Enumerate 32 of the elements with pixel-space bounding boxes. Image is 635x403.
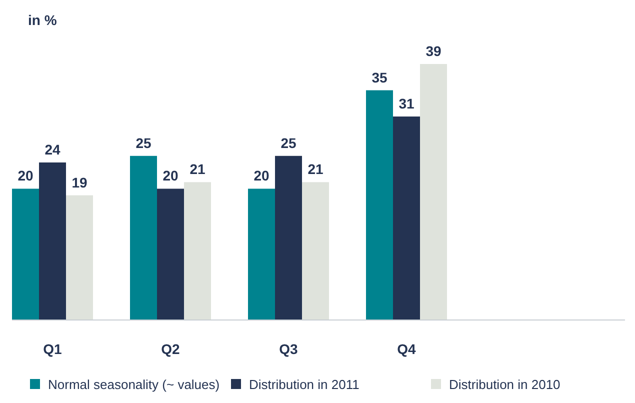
- data-label: 35: [372, 69, 388, 86]
- bar: [420, 64, 447, 320]
- data-label: 25: [136, 134, 152, 151]
- bar: [39, 162, 66, 320]
- data-label: 20: [162, 168, 178, 184]
- x-tick-label: Q1: [43, 341, 62, 357]
- legend-label: Distribution in 2011: [249, 377, 360, 392]
- y-axis-title: in %: [28, 12, 58, 28]
- data-label: 25: [280, 134, 296, 151]
- data-label: 31: [398, 96, 414, 112]
- bar: [157, 188, 184, 320]
- data-label: 21: [308, 161, 324, 178]
- legend-label: Normal seasonality (~ values): [48, 377, 220, 392]
- x-tick-label: Q2: [161, 341, 180, 357]
- data-label: 20: [18, 168, 34, 184]
- data-label: 20: [254, 168, 270, 184]
- legend-label: Distribution in 2010: [449, 377, 560, 392]
- bar: [393, 116, 420, 320]
- bar: [302, 182, 329, 320]
- data-label: 39: [426, 43, 442, 59]
- bar: [12, 188, 39, 320]
- bar: [130, 156, 157, 320]
- bar: [184, 182, 211, 320]
- bar: [275, 156, 302, 320]
- data-label: 19: [72, 174, 88, 190]
- bar: [66, 195, 93, 320]
- bar: [248, 188, 275, 320]
- x-tick-label: Q4: [397, 341, 416, 357]
- data-label: 24: [44, 141, 60, 158]
- data-label: 21: [190, 161, 206, 178]
- x-tick-label: Q3: [279, 341, 298, 357]
- bar: [366, 90, 393, 320]
